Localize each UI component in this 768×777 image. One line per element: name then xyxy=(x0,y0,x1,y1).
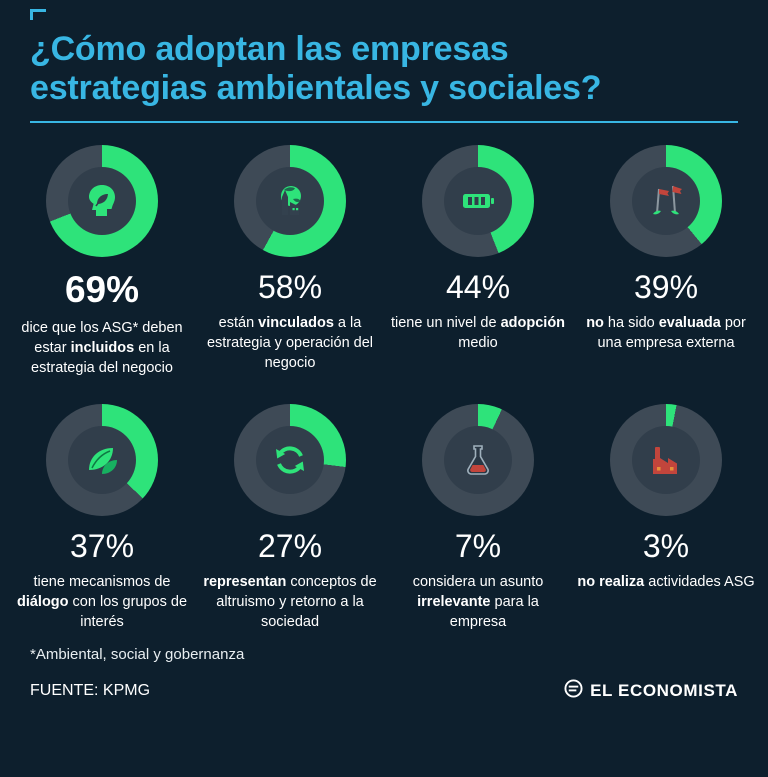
chart-card: 44% tiene un nivel de adopción medio xyxy=(384,144,572,378)
desc-bold-text: evaluada xyxy=(658,314,721,331)
desc-text: en la estrategia del negocio xyxy=(31,339,173,376)
infographic: ¿Cómo adoptan las empresas estrategias a… xyxy=(0,9,768,703)
title-divider xyxy=(30,120,738,123)
head-leaf-icon xyxy=(68,166,136,235)
chart-grid: 69% dice que los ASG* deben estar incluid… xyxy=(0,127,768,632)
desc-text: para la empresa xyxy=(449,593,539,630)
desc-bold-text: vinculados xyxy=(258,314,334,331)
leaves-icon xyxy=(68,425,136,494)
desc-text: tiene un nivel de xyxy=(390,314,501,331)
chart-description: tiene mecanismos de diálogo con los grup… xyxy=(13,572,191,632)
percentage-value: 58% xyxy=(257,268,323,305)
corner-mark xyxy=(30,9,46,20)
chart-card: 58% están vinculados a la estrategia y op… xyxy=(196,144,384,378)
source-label: FUENTE: KPMG xyxy=(30,681,151,699)
desc-text: con los grupos de interés xyxy=(68,593,188,630)
footnote: *Ambiental, social y gobernanza xyxy=(30,645,245,663)
desc-text: tiene mecanismos de xyxy=(33,573,171,590)
desc-text: ha sido xyxy=(603,314,659,331)
flags-icon xyxy=(632,166,700,235)
percentage-value: 3% xyxy=(642,527,690,564)
desc-bold-text: incluidos xyxy=(70,339,135,356)
flask-icon xyxy=(444,425,512,494)
desc-bold-text: representan xyxy=(203,573,287,590)
chart-description: no ha sido evaluada por una empresa exte… xyxy=(577,313,755,353)
chart-description: están vinculados a la estrategia y opera… xyxy=(201,313,379,373)
chart-card: 7% considera un asunto irrelevante para l… xyxy=(384,403,572,632)
chart-description: dice que los ASG* deben estar incluidos … xyxy=(13,318,191,378)
brand-text: EL ECONOMISTA xyxy=(590,680,738,700)
percentage-value: 7% xyxy=(454,527,502,564)
chart-description: no realiza actividades ASG xyxy=(577,572,754,592)
chart-description: considera un asunto irrelevante para la … xyxy=(389,572,567,632)
desc-text: dice que los ASG* deben estar xyxy=(21,319,183,356)
desc-text: medio xyxy=(458,334,498,351)
desc-bold-text: irrelevante xyxy=(417,593,491,610)
desc-text: considera un asunto xyxy=(412,573,544,590)
donut-chart xyxy=(234,144,346,257)
desc-bold-text: diálogo xyxy=(16,593,69,610)
page-title-line2: estrategias ambientales y sociales? xyxy=(30,69,602,108)
desc-bold-text: no realiza xyxy=(577,573,645,590)
donut-chart xyxy=(610,403,722,516)
chart-card: 27% representan conceptos de altruismo y … xyxy=(196,403,384,632)
donut-chart xyxy=(422,144,534,257)
desc-text: a la estrategia y operación del negocio xyxy=(206,314,374,371)
donut-chart xyxy=(610,144,722,257)
page-title-line1: ¿Cómo adoptan las empresas xyxy=(30,30,509,68)
factory-icon xyxy=(632,425,700,494)
battery-icon xyxy=(444,166,512,235)
el-economista-logo-icon xyxy=(564,679,583,703)
donut-chart xyxy=(46,403,158,516)
donut-chart xyxy=(422,403,534,516)
desc-text: están xyxy=(218,314,259,331)
chart-card: 37% tiene mecanismos de diálogo con los g… xyxy=(8,403,196,632)
percentage-value: 69% xyxy=(64,268,140,310)
desc-text: conceptos de altruismo y retorno a la so… xyxy=(216,573,377,630)
desc-text: por una empresa externa xyxy=(597,314,746,351)
desc-text: actividades ASG xyxy=(644,573,755,590)
desc-bold-text: adopción xyxy=(500,314,566,331)
page-title: ¿Cómo adoptan las empresas estrategias a… xyxy=(30,30,728,109)
percentage-value: 37% xyxy=(69,527,135,564)
chart-card: 3% no realiza actividades ASG xyxy=(572,403,760,632)
percentage-value: 39% xyxy=(633,268,699,305)
brand-logo: EL ECONOMISTA xyxy=(564,679,738,703)
donut-chart xyxy=(234,403,346,516)
chart-description: representan conceptos de altruismo y ret… xyxy=(201,572,379,632)
percentage-value: 44% xyxy=(445,268,511,305)
donut-chart xyxy=(46,144,158,257)
recycle-icon xyxy=(256,425,324,494)
chart-card: 69% dice que los ASG* deben estar incluid… xyxy=(8,144,196,378)
chart-description: tiene un nivel de adopción medio xyxy=(389,313,567,353)
desc-bold-text: no xyxy=(586,314,604,331)
footer: FUENTE: KPMG EL ECONOMISTA xyxy=(30,679,738,703)
globe-factory-icon xyxy=(256,166,324,235)
chart-card: 39% no ha sido evaluada por una empresa e… xyxy=(572,144,760,378)
percentage-value: 27% xyxy=(257,527,323,564)
